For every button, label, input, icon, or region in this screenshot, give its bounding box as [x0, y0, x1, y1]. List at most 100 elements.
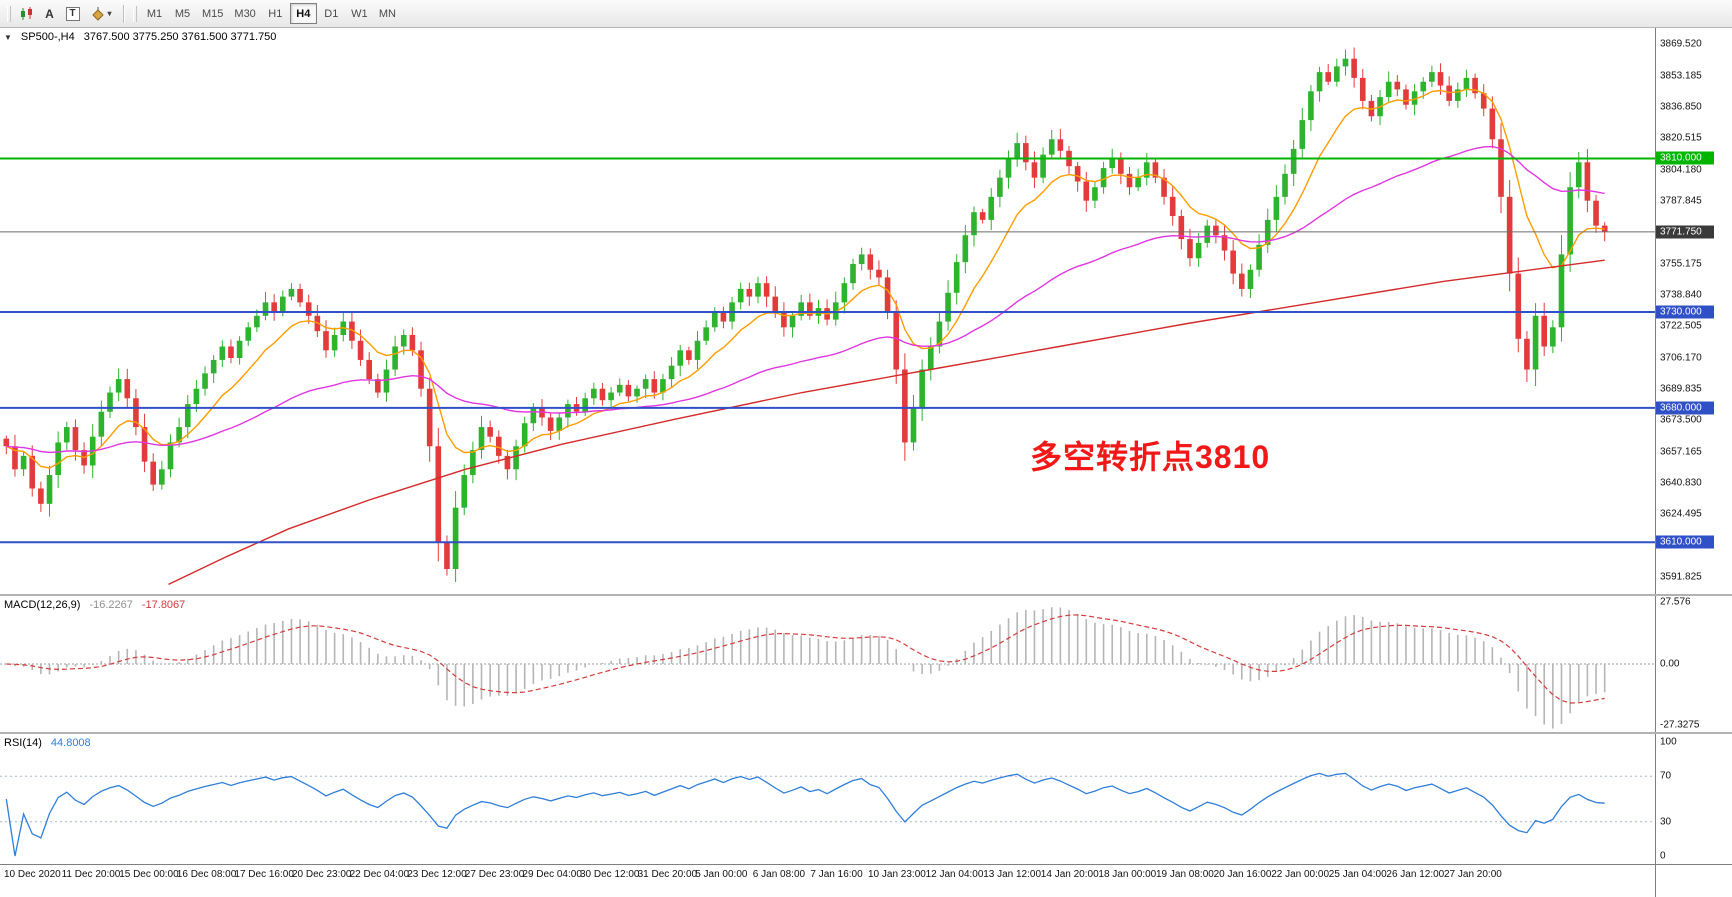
- chart-text-annotation[interactable]: 多空转折点3810: [1030, 439, 1271, 475]
- time-axis-label: 26 Jan 12:00: [1386, 869, 1445, 880]
- timeframe-button-w1[interactable]: W1: [346, 3, 373, 24]
- price-axis-label: 3787.845: [1660, 195, 1702, 207]
- paint-bucket-icon: [92, 7, 105, 21]
- time-axis-label: 20 Jan 16:00: [1213, 869, 1272, 880]
- price-axis-label: 3853.185: [1660, 70, 1702, 82]
- time-axis-label: 15 Dec 00:00: [119, 869, 179, 880]
- axis-corner: [1655, 864, 1732, 897]
- timeframe-button-h1[interactable]: H1: [262, 3, 289, 24]
- ma-medium-line: [6, 145, 1605, 454]
- price-axis[interactable]: 3869.520 3853.185 3836.850 3820.515 3804.180…: [1655, 28, 1732, 594]
- time-axis-label: 20 Dec 23:00: [292, 869, 352, 880]
- timeframe-button-m30[interactable]: M30: [229, 3, 260, 24]
- collapse-triangle-icon[interactable]: ▼: [4, 33, 12, 42]
- time-axis-label: 10 Jan 23:00: [868, 869, 926, 880]
- timeframe-button-mn[interactable]: MN: [374, 3, 401, 24]
- pane-separator[interactable]: [0, 594, 1732, 596]
- macd-axis-label: 27.576: [1660, 596, 1691, 608]
- macd-label: MACD(12,26,9) -16.2267 -17.8067: [4, 599, 185, 611]
- rsi-label: RSI(14) 44.8008: [4, 737, 91, 749]
- macd-axis[interactable]: 27.576 0.00 -27.3275: [1655, 596, 1732, 732]
- timeframe-button-d1[interactable]: D1: [318, 3, 345, 24]
- level-3810-badge: 3810.000: [1656, 151, 1714, 165]
- price-axis-label: 3624.495: [1660, 508, 1702, 520]
- timeframe-button-h4[interactable]: H4: [289, 3, 317, 24]
- time-axis-label: 14 Jan 20:00: [1040, 869, 1099, 880]
- time-axis-label: 29 Dec 04:00: [522, 869, 582, 880]
- time-axis-label: 18 Jan 00:00: [1098, 869, 1157, 880]
- chart-workspace: ▼ SP500-,H4 3767.500 3775.250 3761.500 3…: [0, 28, 1732, 897]
- macd-signal-value: -17.8067: [141, 599, 186, 611]
- rsi-pane[interactable]: RSI(14) 44.8008: [0, 734, 1655, 864]
- time-axis-label: 27 Jan 20:00: [1444, 869, 1502, 880]
- time-axis-label: 13 Jan 12:00: [983, 869, 1042, 880]
- time-axis-label: 22 Jan 00:00: [1271, 869, 1330, 880]
- price-pane[interactable]: ▼ SP500-,H4 3767.500 3775.250 3761.500 3…: [0, 28, 1655, 594]
- price-axis-label: 3706.170: [1660, 352, 1702, 364]
- color-fill-button[interactable]: ▾: [84, 3, 118, 24]
- time-axis-label: 6 Jan 08:00: [752, 869, 806, 880]
- ohlc-values: 3767.500 3775.250 3761.500 3771.750: [83, 31, 277, 43]
- time-axis[interactable]: 10 Dec 2020 11 Dec 20:00 15 Dec 00:00 16 De…: [0, 864, 1655, 897]
- level-3610-badge: 3610.000: [1656, 535, 1714, 549]
- toolbar-separator: [123, 4, 124, 23]
- ma-slow-line: [168, 259, 1605, 586]
- chart-window-button[interactable]: [15, 3, 38, 24]
- time-axis-label: 25 Jan 04:00: [1328, 869, 1387, 880]
- rsi-name: RSI(14): [4, 737, 42, 749]
- text-label-button[interactable]: T: [61, 3, 84, 24]
- time-axis-label: 5 Jan 00:00: [695, 869, 748, 880]
- label-frame-icon: T: [65, 6, 80, 21]
- time-axis-label: 30 Dec 12:00: [580, 869, 640, 880]
- ma-fast-line: [5, 88, 1605, 469]
- current-price-badge: 3771.750: [1656, 225, 1714, 239]
- symbol-period-label: SP500-,H4: [20, 31, 75, 43]
- rsi-line: [5, 772, 1605, 857]
- time-axis-label: 12 Jan 04:00: [925, 869, 984, 880]
- time-axis-label: 10 Dec 2020: [4, 869, 61, 880]
- timeframe-button-m1[interactable]: M1: [141, 3, 168, 24]
- macd-chart-svg: [0, 607, 1655, 729]
- price-axis-label: 3804.180: [1660, 164, 1702, 176]
- macd-signal-line: [6, 614, 1605, 704]
- price-axis-label: 3722.505: [1660, 320, 1702, 332]
- pane-separator[interactable]: [0, 732, 1732, 734]
- macd-pane[interactable]: MACD(12,26,9) -16.2267 -17.8067: [0, 596, 1655, 732]
- dropdown-arrow-icon: ▾: [107, 9, 112, 18]
- time-axis-label: 19 Jan 08:00: [1156, 869, 1214, 880]
- time-axis-label: 31 Dec 20:00: [637, 869, 698, 880]
- price-axis-label: 3738.840: [1660, 289, 1702, 301]
- rsi-chart-svg: [0, 772, 1655, 857]
- price-axis-label: 3657.165: [1660, 446, 1702, 458]
- macd-histogram: [14, 607, 1606, 729]
- macd-axis-label: 0.00: [1660, 658, 1680, 670]
- price-axis-label: 3640.830: [1660, 477, 1702, 489]
- timeframe-toolbar-drag-handle[interactable]: [133, 5, 137, 22]
- price-axis-label: 3755.175: [1660, 258, 1702, 270]
- level-3730-badge: 3730.000: [1656, 305, 1714, 319]
- text-annotation-button[interactable]: A: [38, 3, 61, 24]
- timeframe-group: M1 M5 M15 M30 H1 H4 D1 W1 MN: [141, 3, 401, 24]
- time-axis-label: 17 Dec 16:00: [234, 869, 294, 880]
- rsi-axis-label: 70: [1660, 770, 1672, 782]
- rsi-axis-label: 30: [1660, 816, 1672, 828]
- price-axis-label: 3673.500: [1660, 414, 1702, 426]
- time-axis-label: 27 Dec 23:00: [464, 869, 525, 880]
- rsi-axis[interactable]: 100 70 30 0: [1655, 734, 1732, 864]
- chart-title: ▼ SP500-,H4 3767.500 3775.250 3761.500 3…: [4, 31, 276, 43]
- price-axis-label: 3869.520: [1660, 38, 1702, 50]
- price-axis-label: 3820.515: [1660, 132, 1702, 144]
- timeframe-button-m5[interactable]: M5: [169, 3, 196, 24]
- price-chart-svg: [0, 47, 1655, 586]
- price-axis-label: 3689.835: [1660, 383, 1702, 395]
- toolbar-drag-handle[interactable]: [7, 5, 11, 22]
- time-axis-label: 23 Dec 12:00: [407, 869, 467, 880]
- candles: [3, 47, 1608, 583]
- time-axis-label: 7 Jan 16:00: [810, 869, 863, 880]
- rsi-value: 44.8008: [50, 737, 91, 749]
- macd-name: MACD(12,26,9): [4, 599, 81, 611]
- level-3680-badge: 3680.000: [1656, 401, 1714, 415]
- macd-axis-label: -27.3275: [1660, 719, 1700, 731]
- timeframe-button-m15[interactable]: M15: [197, 3, 228, 24]
